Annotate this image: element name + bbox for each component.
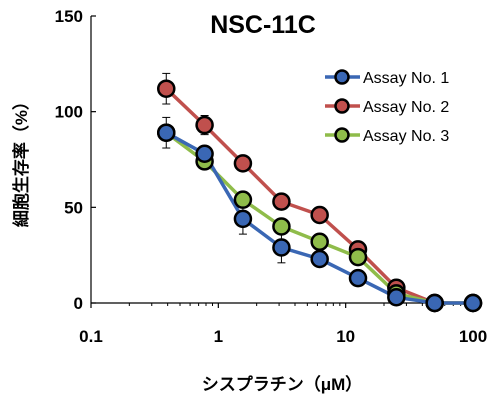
data-point — [463, 293, 483, 313]
legend-marker — [334, 69, 350, 85]
y-axis-label: 細胞生存率（%） — [11, 93, 31, 227]
legend-label: Assay No. 3 — [363, 128, 449, 145]
data-point — [233, 190, 253, 209]
y-tick-label: 100 — [55, 103, 83, 122]
data-point — [310, 232, 329, 252]
data-point — [348, 247, 368, 267]
data-point — [425, 293, 444, 313]
data-point — [195, 144, 214, 164]
data-point — [310, 249, 329, 269]
data-point — [157, 79, 176, 98]
legend-item: Assay No. 2 — [325, 98, 449, 116]
legend: Assay No. 1 Assay No. 2 Assay No. 3 — [325, 69, 449, 145]
y-tick-label: 0 — [74, 294, 83, 313]
series-1-markers — [157, 123, 483, 313]
x-tick-label: 10 — [336, 327, 355, 346]
data-point — [157, 123, 176, 142]
axes: 0 50 100 150 0.1 1 10 100 — [55, 7, 488, 346]
legend-label: Assay No. 1 — [363, 70, 449, 87]
data-point — [310, 205, 329, 225]
legend-item: Assay No. 1 — [325, 69, 449, 87]
x-axis-label: シスプラチン（μM） — [202, 374, 363, 394]
data-point — [387, 288, 406, 307]
data-point — [233, 154, 253, 173]
data-point — [272, 192, 291, 211]
y-tick-label: 150 — [55, 7, 83, 26]
data-point — [272, 238, 291, 257]
x-tick-label: 0.1 — [79, 327, 103, 346]
data-point — [195, 115, 214, 135]
legend-marker — [334, 98, 350, 114]
x-tick-label: 100 — [459, 327, 487, 346]
series-layer — [157, 72, 483, 313]
x-tick-label: 1 — [214, 327, 223, 346]
legend-item: Assay No. 3 — [325, 127, 449, 145]
data-point — [348, 268, 368, 288]
legend-marker — [334, 127, 350, 143]
chart-title: NSC-11C — [210, 11, 316, 39]
data-point — [233, 209, 253, 229]
y-tick-label: 50 — [64, 198, 83, 217]
legend-label: Assay No. 2 — [363, 99, 449, 116]
data-point — [272, 217, 291, 236]
